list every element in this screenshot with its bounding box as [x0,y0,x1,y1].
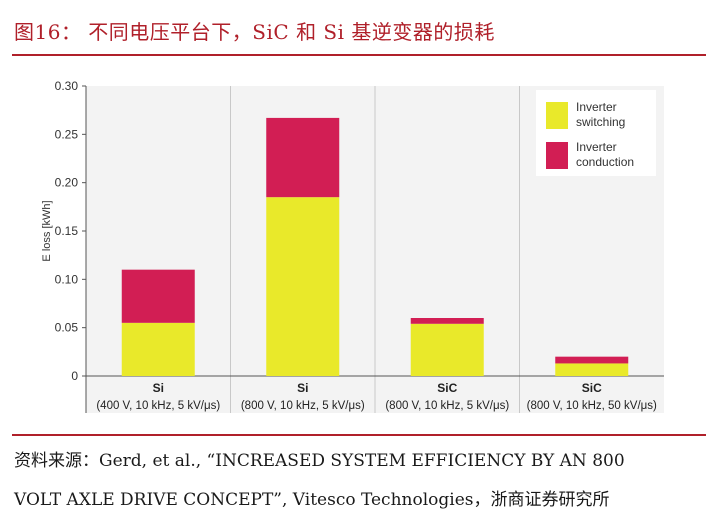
legend-label: Inverter [576,100,617,114]
x-category-condition: (800 V, 10 kHz, 5 kV/μs) [241,400,365,412]
source-line-1: 资料来源：Gerd, et al., “INCREASED SYSTEM EFF… [14,451,625,471]
source-line-2: VOLT AXLE DRIVE CONCEPT”, Vitesco Techno… [14,490,610,510]
legend-label: conduction [576,155,634,169]
figure-title: 图16： 不同电压平台下，SiC 和 Si 基逆变器的损耗 [14,20,495,44]
bar-inverter-switching [121,322,195,376]
y-tick-label: 0 [71,369,78,383]
x-category-condition: (800 V, 10 kHz, 50 kV/μs) [527,400,657,412]
y-axis-title: E loss [kWh] [41,200,53,261]
legend-label: switching [576,115,625,129]
y-tick-label: 0.05 [55,321,79,335]
chart-container: 0 0.05 0.10 0.15 0.20 0.25 0.30 E loss [kWh] Si (… [30,70,690,420]
chart-svg: 0 0.05 0.10 0.15 0.20 0.25 0.30 E loss [kWh] Si (… [41,79,664,413]
title-rule [12,54,706,56]
source-rule [12,434,706,436]
bar-inverter-conduction [266,117,340,198]
x-category-name: Si [153,381,164,395]
legend-label: Inverter [576,140,617,154]
y-tick-label: 0.30 [55,79,79,93]
bar-inverter-conduction [410,318,484,324]
bar-inverter-switching [410,323,484,376]
legend-swatch [546,142,568,169]
bar-inverter-switching [555,363,629,376]
legend-swatch [546,102,568,129]
x-category-condition: (400 V, 10 kHz, 5 kV/μs) [96,400,220,412]
x-category-condition: (800 V, 10 kHz, 5 kV/μs) [385,400,509,412]
y-tick-label: 0.25 [55,127,79,141]
y-tick-label: 0.15 [55,224,79,238]
y-tick-label: 0.10 [55,272,79,286]
x-category-name: SiC [437,381,457,395]
bar-inverter-conduction [121,269,195,323]
y-tick-label: 0.20 [55,176,79,190]
x-category-name: SiC [582,381,602,395]
bar-inverter-switching [266,197,340,376]
bar-inverter-conduction [555,356,629,364]
x-category-name: Si [297,381,308,395]
